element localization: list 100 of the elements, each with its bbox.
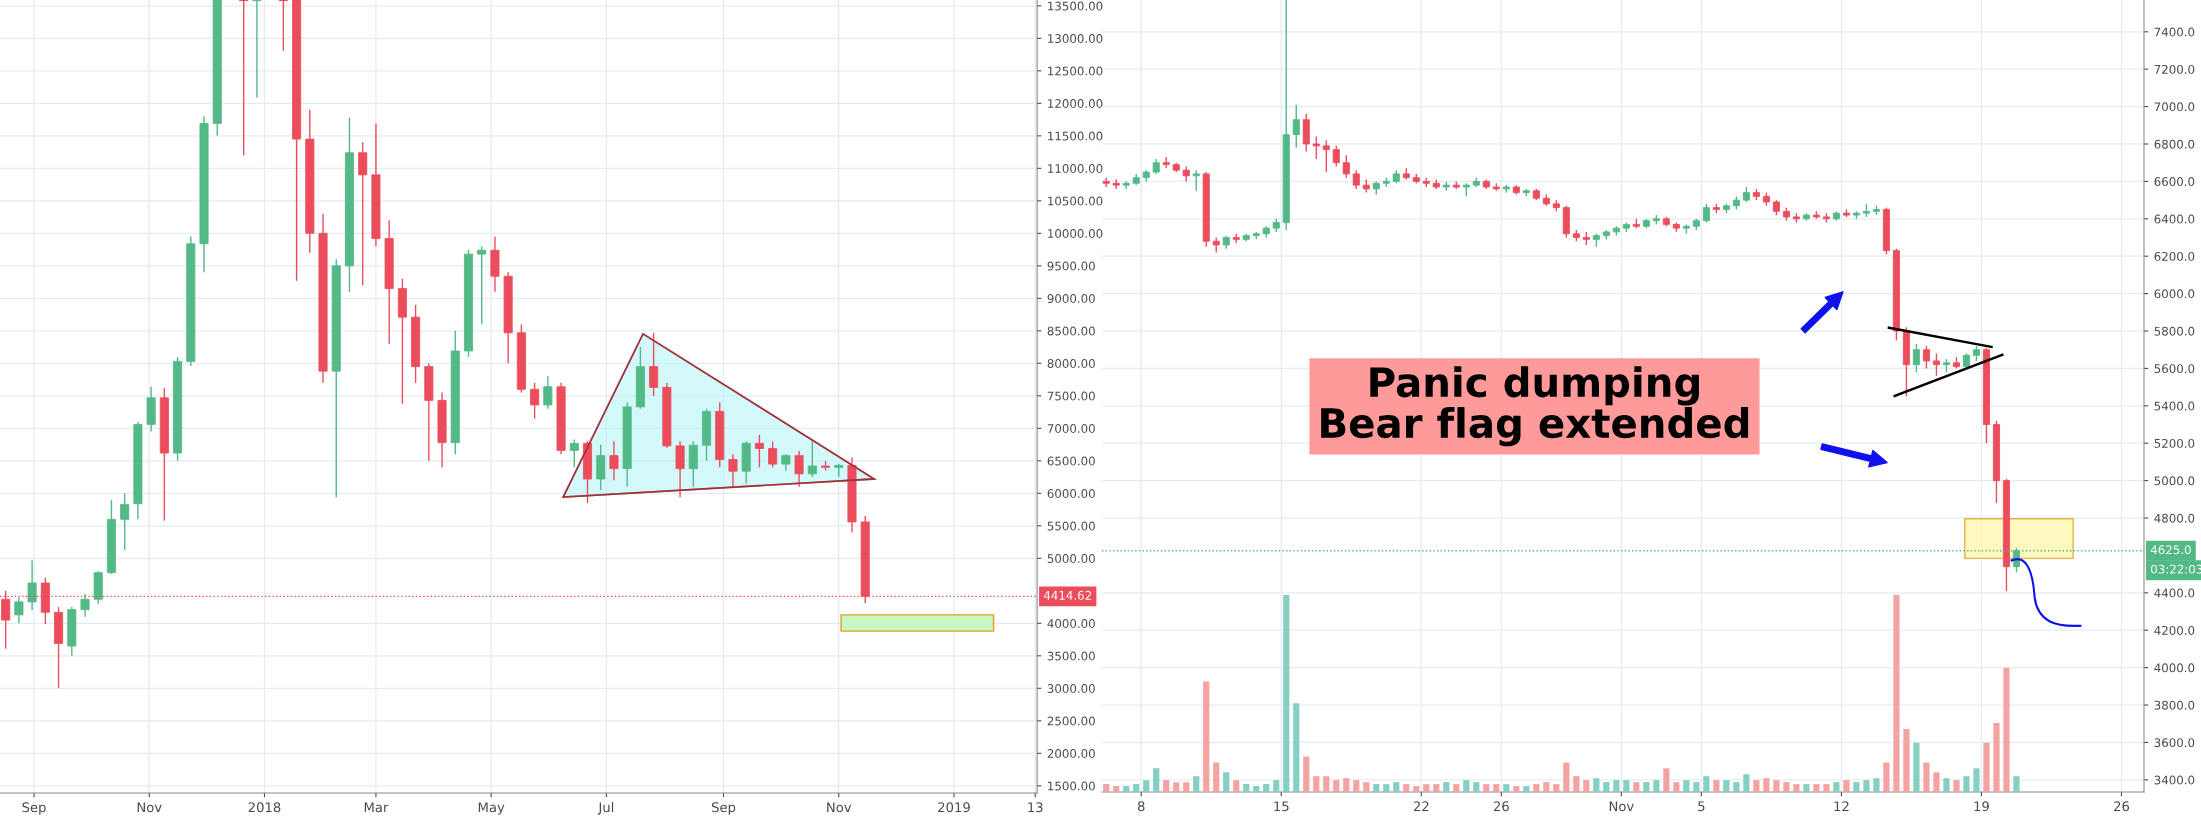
bar xyxy=(1883,762,1890,792)
candlestick xyxy=(728,453,738,488)
x-tick-label: 26 xyxy=(1493,801,1509,812)
bar xyxy=(1363,782,1370,792)
candlestick xyxy=(477,245,487,326)
y-tick-label: 4000.0 xyxy=(2154,663,2195,673)
bar xyxy=(1613,780,1620,792)
bar xyxy=(1373,784,1380,792)
y-tick-label: 10500.00 xyxy=(1048,196,1103,206)
candlestick xyxy=(1702,203,1710,224)
y-tick-label: 9000.00 xyxy=(1047,294,1095,303)
y-tick-label: 12000.00 xyxy=(1048,99,1103,108)
candlestick xyxy=(1352,169,1360,190)
bar xyxy=(1643,782,1650,792)
bar xyxy=(1773,780,1780,792)
bar xyxy=(1823,784,1830,792)
annotation: Panic dumping Bear flag extended xyxy=(1321,366,1749,447)
x-tick-label: 8 xyxy=(1137,801,1145,812)
y-tick-label: 9500.00 xyxy=(1047,261,1095,271)
bar xyxy=(1133,784,1140,792)
bar xyxy=(1653,780,1660,792)
bar xyxy=(1803,784,1810,792)
candlestick xyxy=(239,0,249,157)
x-tick-label: Nov xyxy=(137,802,162,813)
bar xyxy=(1433,784,1440,792)
bar xyxy=(1843,780,1850,792)
candlestick xyxy=(807,440,817,478)
bar xyxy=(1593,778,1600,792)
bar xyxy=(1743,774,1750,792)
x-tick-label: 13 xyxy=(1028,802,1043,813)
bar xyxy=(1203,681,1210,792)
y-tick-label: 6400.0 xyxy=(2154,214,2195,224)
bar xyxy=(1923,762,1930,792)
bar xyxy=(1763,778,1770,792)
bar xyxy=(1753,780,1760,792)
candlestick xyxy=(1912,343,1920,373)
bar xyxy=(1693,782,1700,792)
y-tick-label: 8500.00 xyxy=(1047,326,1095,336)
bar xyxy=(1403,784,1410,792)
x-tick-label: 12 xyxy=(1834,801,1849,812)
bar xyxy=(1933,772,1940,792)
candlestick xyxy=(1312,135,1320,160)
y-tick-label: 2500.00 xyxy=(1047,716,1095,726)
bar xyxy=(1793,784,1800,792)
bar xyxy=(1543,782,1550,792)
x-tick-label: Jul xyxy=(597,802,614,815)
bar xyxy=(1123,786,1130,792)
bar xyxy=(1473,782,1480,792)
y-tick-label: 11500.00 xyxy=(1048,131,1103,141)
x-tick-label: 22 xyxy=(1413,801,1429,812)
bar xyxy=(1523,786,1530,792)
candlestick xyxy=(252,0,262,99)
y-tick-label: 4200.0 xyxy=(2154,625,2195,635)
bar xyxy=(1673,782,1680,792)
candlestick xyxy=(794,450,804,488)
bar xyxy=(2003,667,2010,792)
candlestick xyxy=(80,593,90,618)
y-tick-label: 5400.0 xyxy=(2154,401,2195,411)
bar xyxy=(1853,782,1860,792)
bar xyxy=(1383,784,1390,792)
bar xyxy=(1993,722,2000,792)
y-tick-label: 7200.0 xyxy=(2154,64,2195,74)
bar xyxy=(1733,782,1740,792)
y-tick-label: 10000.00 xyxy=(1048,229,1103,238)
y-tick-label: 4400.0 xyxy=(2154,588,2195,598)
bar xyxy=(1303,756,1310,792)
bar xyxy=(1513,786,1520,792)
y-tick-label: 8000.00 xyxy=(1047,359,1095,368)
bar xyxy=(1983,742,1990,792)
y-tick-label: 7000.0 xyxy=(2154,102,2195,112)
y-tick-label: 3400.0 xyxy=(2154,775,2195,785)
y-tick-label: 6000.0 xyxy=(2154,289,2195,299)
candlestick xyxy=(27,559,37,612)
bar xyxy=(2013,776,2020,792)
x-tick-label: 2018 xyxy=(248,802,281,813)
bar xyxy=(1173,782,1180,792)
candlestick xyxy=(1932,352,1940,377)
bar xyxy=(1633,782,1640,792)
bar xyxy=(1783,782,1790,792)
bar xyxy=(1193,776,1200,792)
y-tick-label: 3500.00 xyxy=(1047,651,1095,661)
bar xyxy=(1573,776,1580,792)
bar xyxy=(1893,594,1900,792)
bar xyxy=(1443,782,1450,792)
bar xyxy=(1283,594,1290,792)
candlestick xyxy=(609,440,619,482)
candlestick xyxy=(358,141,368,287)
bar xyxy=(1603,782,1610,792)
candlestick xyxy=(1342,154,1350,179)
x-tick-label: 19 xyxy=(1974,801,1989,812)
y-tick-label: 7400.0 xyxy=(2154,27,2195,37)
bar xyxy=(1453,784,1460,792)
bar xyxy=(1183,782,1190,792)
bar xyxy=(1143,780,1150,792)
bar xyxy=(1423,784,1430,792)
bar xyxy=(1833,782,1840,792)
candlestick xyxy=(675,440,685,498)
y-tick-label: 3000.00 xyxy=(1047,684,1095,693)
bar xyxy=(1263,784,1270,792)
y-tick-label: 1500.00 xyxy=(1048,781,1095,791)
